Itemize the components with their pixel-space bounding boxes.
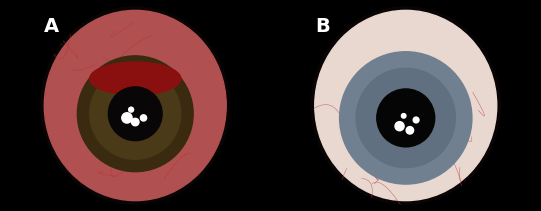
Circle shape	[340, 52, 472, 184]
Circle shape	[377, 89, 435, 147]
Circle shape	[108, 87, 162, 141]
Circle shape	[131, 118, 139, 126]
Ellipse shape	[315, 10, 497, 201]
Circle shape	[401, 114, 406, 118]
Text: B: B	[315, 17, 329, 36]
Circle shape	[90, 68, 181, 159]
Ellipse shape	[311, 6, 501, 205]
Circle shape	[395, 122, 404, 131]
Circle shape	[356, 68, 456, 168]
Circle shape	[413, 117, 419, 123]
Circle shape	[122, 113, 132, 123]
Circle shape	[141, 115, 147, 121]
Circle shape	[77, 56, 193, 172]
Circle shape	[406, 127, 414, 134]
Ellipse shape	[90, 62, 181, 95]
Ellipse shape	[44, 10, 226, 201]
Ellipse shape	[40, 6, 230, 205]
Text: A: A	[44, 17, 60, 36]
Circle shape	[129, 107, 134, 112]
